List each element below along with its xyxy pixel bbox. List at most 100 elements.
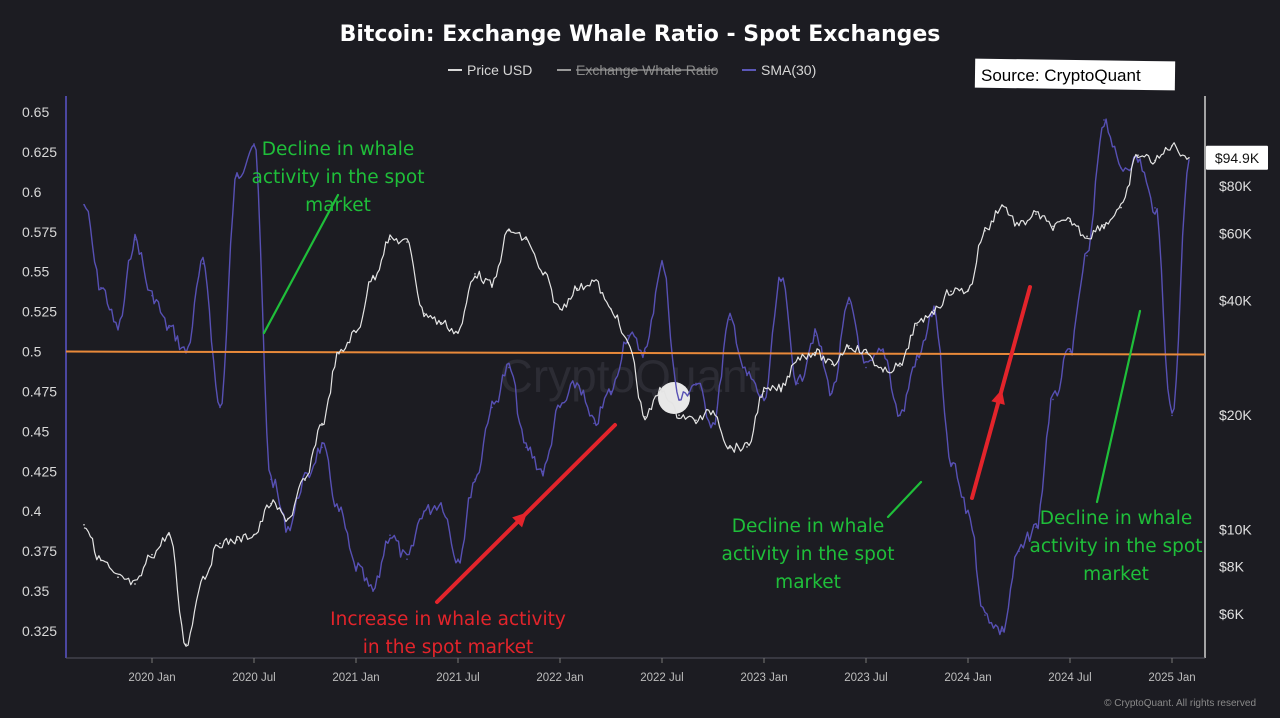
y-left-tick-label: 0.55 — [22, 264, 49, 280]
sma-data-point — [474, 478, 476, 481]
price-data-point — [151, 553, 153, 556]
annotation-arrowhead — [512, 512, 528, 528]
sma-data-point — [627, 334, 629, 337]
sma-data-point — [83, 203, 85, 206]
x-tick-label: 2025 Jan — [1148, 672, 1195, 684]
sma-data-point — [1069, 350, 1071, 353]
sma-data-point — [848, 302, 850, 305]
annotation-text-line: Decline in whale — [262, 139, 415, 160]
sma-data-point — [117, 326, 119, 329]
price-data-point — [1018, 224, 1020, 227]
price-data-point — [185, 643, 187, 646]
price-data-point — [474, 273, 476, 275]
sma-data-point — [321, 446, 323, 449]
source-label-text: Source: CryptoQuant — [981, 66, 1141, 85]
price-badge-text: $94.9K — [1215, 150, 1260, 166]
price-data-point — [644, 415, 646, 418]
price-data-point — [967, 289, 969, 291]
sma-data-point — [1154, 207, 1156, 209]
sma-data-point — [763, 398, 765, 401]
sma-data-point — [457, 558, 459, 560]
sma-data-point — [593, 422, 595, 425]
price-data-point — [593, 280, 595, 282]
sma-data-point — [916, 358, 918, 361]
annotation-arrow — [1095, 309, 1142, 504]
sma-data-point — [576, 382, 578, 385]
sma-data-point — [661, 262, 663, 265]
y-right-tick-label: $80K — [1219, 178, 1252, 194]
price-data-point — [1103, 223, 1105, 226]
price-data-point — [117, 576, 119, 579]
sma-data-point — [814, 334, 816, 337]
price-data-point — [763, 390, 765, 393]
price-data-point — [933, 309, 935, 312]
annotation-arrow — [886, 480, 923, 519]
y-right-tick-label: $60K — [1219, 226, 1252, 242]
price-data-point — [100, 559, 102, 562]
sma-data-point — [967, 510, 969, 513]
sma-data-point — [1188, 159, 1190, 161]
sma-data-point — [1086, 254, 1088, 257]
annotation-2: Decline in whale activity in the spot mark… — [721, 480, 923, 593]
annotation-text-line: Decline in whale — [1040, 508, 1193, 529]
sma-data-point — [984, 614, 986, 616]
price-data-point — [83, 523, 85, 526]
price-data-point — [338, 352, 340, 355]
price-data-point — [406, 241, 408, 243]
price-data-point — [780, 387, 782, 390]
sma-data-point — [355, 566, 357, 568]
annotation-text-line: activity in the spot — [1029, 536, 1202, 557]
sma-data-point — [423, 510, 425, 513]
x-tick-label: 2023 Jul — [844, 672, 887, 684]
sma-data-point — [1137, 159, 1139, 161]
x-tick-label: 2020 Jul — [232, 672, 275, 684]
sma-data-point — [253, 143, 255, 145]
price-data-point — [1069, 220, 1071, 223]
sma-series-line — [83, 118, 1190, 636]
annotation-text-line: activity in the spot — [251, 167, 424, 188]
sma-data-point — [780, 278, 782, 281]
price-data-point — [321, 422, 323, 425]
y-left-tick-label: 0.625 — [22, 144, 57, 160]
y-right-tick-label: $10K — [1219, 522, 1252, 538]
price-data-point — [1035, 213, 1037, 215]
price-data-point — [848, 345, 850, 347]
y-left-tick-label: 0.325 — [22, 623, 57, 639]
annotation-text-line: market — [775, 572, 841, 593]
price-badge: $94.9K — [1206, 145, 1268, 170]
price-data-point — [202, 576, 204, 579]
price-data-point — [525, 238, 527, 240]
price-data-point — [287, 517, 289, 520]
sma-data-point — [508, 366, 510, 369]
sma-data-point — [1001, 630, 1003, 632]
price-data-point — [236, 539, 238, 541]
legend-item-0[interactable]: Price USD — [448, 62, 532, 78]
y-right-tick-label: $20K — [1219, 407, 1252, 423]
sma-data-point — [610, 390, 612, 393]
price-data-point — [1171, 145, 1173, 147]
y-right-tick-label: $6K — [1219, 606, 1245, 622]
price-data-point — [304, 479, 306, 481]
sma-data-point — [202, 262, 204, 265]
price-data-point — [695, 419, 697, 421]
y-left-tick-label: 0.4 — [22, 503, 42, 519]
sma-data-point — [406, 558, 408, 560]
legend-item-2[interactable]: SMA(30) — [742, 62, 816, 78]
sma-data-point — [882, 350, 884, 353]
price-data-point — [882, 370, 884, 373]
annotation-text-line: Increase in whale activity — [330, 609, 566, 630]
legend-item-1[interactable]: Exchange Whale Ratio — [557, 62, 719, 78]
sma-data-point — [440, 502, 442, 505]
price-data-point — [270, 502, 272, 505]
sma-data-point — [559, 406, 561, 409]
y-left-tick-label: 0.475 — [22, 383, 57, 399]
sma-data-point — [831, 390, 833, 393]
legend-label: Price USD — [467, 62, 532, 78]
price-data-point — [134, 583, 136, 585]
x-tick-label: 2022 Jan — [536, 672, 583, 684]
sma-data-point — [865, 366, 867, 369]
sma-data-point — [542, 470, 544, 473]
sma-data-point — [695, 382, 697, 385]
sma-data-point — [1171, 414, 1173, 417]
